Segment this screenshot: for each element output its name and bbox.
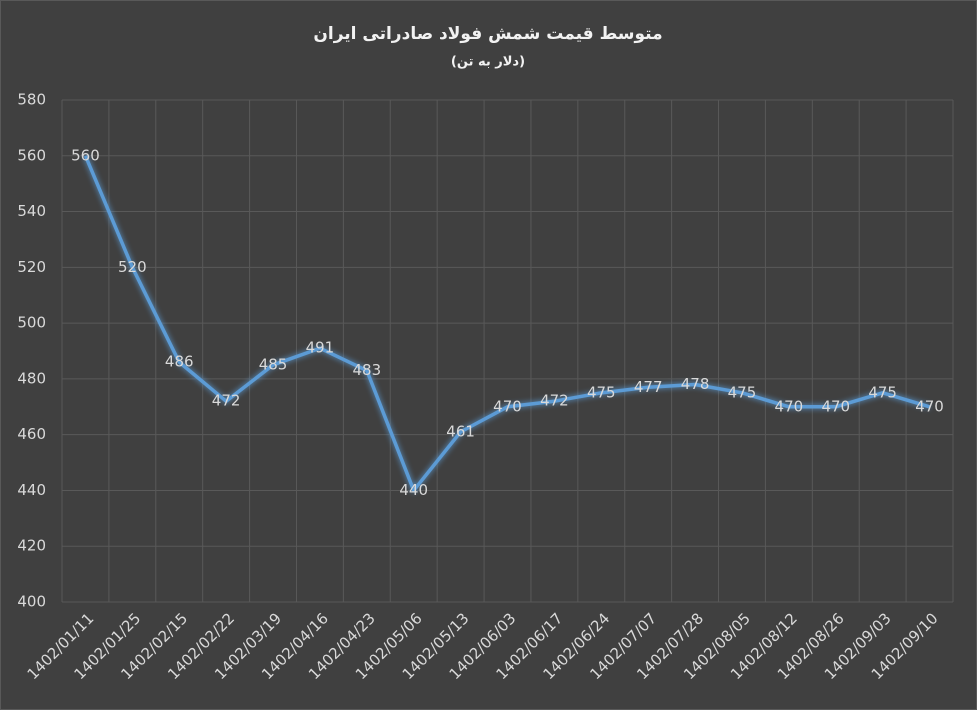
data-label: 470 bbox=[915, 397, 944, 415]
data-label: 485 bbox=[259, 355, 288, 373]
y-tick-label: 560 bbox=[17, 146, 46, 164]
y-tick-label: 400 bbox=[17, 593, 46, 611]
data-label: 472 bbox=[540, 392, 569, 410]
data-label: 472 bbox=[212, 392, 241, 410]
data-label: 440 bbox=[399, 481, 428, 499]
y-tick-label: 500 bbox=[17, 314, 46, 332]
data-label: 477 bbox=[634, 378, 663, 396]
data-label: 461 bbox=[446, 422, 475, 440]
data-label: 560 bbox=[71, 146, 100, 164]
data-label: 478 bbox=[681, 375, 710, 393]
line bbox=[83, 155, 931, 493]
data-label: 475 bbox=[868, 383, 897, 401]
y-tick-label: 440 bbox=[17, 481, 46, 499]
chart-subtitle: (دلار به تن) bbox=[451, 55, 525, 70]
data-label: 470 bbox=[775, 397, 804, 415]
y-tick-label: 520 bbox=[17, 258, 46, 276]
data-label: 475 bbox=[728, 383, 757, 401]
data-label: 475 bbox=[587, 383, 616, 401]
data-label: 470 bbox=[821, 397, 850, 415]
y-tick-label: 460 bbox=[17, 425, 46, 443]
data-label: 486 bbox=[165, 353, 194, 371]
y-tick-label: 540 bbox=[17, 202, 46, 220]
y-tick-label: 580 bbox=[17, 91, 46, 109]
y-tick-label: 420 bbox=[17, 537, 46, 555]
data-label: 491 bbox=[306, 339, 335, 357]
data-label: 470 bbox=[493, 397, 522, 415]
data-label: 483 bbox=[352, 361, 381, 379]
y-tick-label: 480 bbox=[17, 369, 46, 387]
chart-title: متوسط قیمت شمش فولاد صادراتی ایران bbox=[313, 24, 662, 44]
data-label: 520 bbox=[118, 258, 147, 276]
